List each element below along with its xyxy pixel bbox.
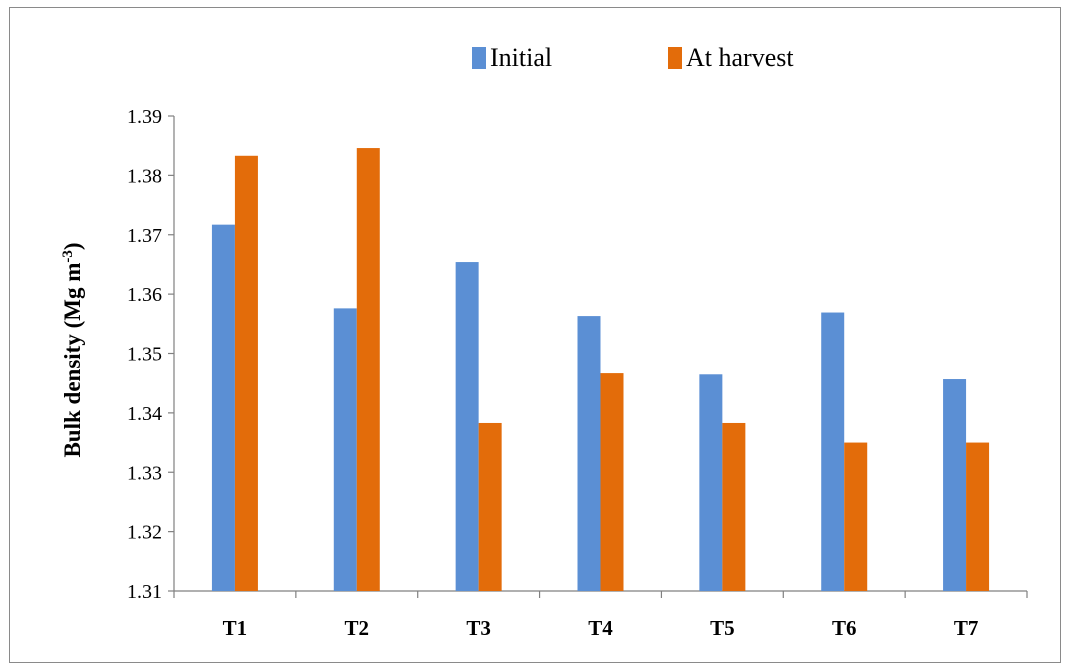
bar-at-harvest-t2	[356, 148, 380, 591]
y-tick-label: 1.39	[127, 106, 162, 128]
chart-frame	[9, 7, 1061, 663]
bar-at-harvest-t5	[722, 422, 746, 591]
legend-swatch-at-harvest	[668, 47, 682, 69]
legend: Initial At harvest	[472, 43, 794, 72]
y-axis-title-main: Bulk density (Mg m	[60, 263, 85, 458]
legend-swatch-initial	[472, 47, 486, 69]
bar-initial-t1	[211, 224, 235, 591]
bar-at-harvest-t1	[234, 155, 258, 591]
y-axis-title-sup: -3	[60, 250, 76, 263]
bar-initial-t3	[455, 262, 479, 591]
bar-initial-t6	[821, 312, 845, 591]
x-tick-label-t6: T6	[832, 616, 857, 640]
y-tick-label: 1.33	[127, 462, 162, 484]
x-tick-label-t2: T2	[345, 616, 370, 640]
bar-initial-t2	[333, 308, 357, 591]
y-tick-label: 1.32	[127, 522, 162, 544]
legend-label-at-harvest: At harvest	[686, 43, 794, 72]
y-tick-label: 1.36	[127, 284, 162, 306]
y-tick-label: 1.38	[127, 165, 162, 187]
y-tick-label: 1.35	[127, 344, 162, 366]
y-tick-label: 1.31	[127, 581, 162, 603]
y-axis-title-close: )	[60, 242, 85, 250]
y-tick-label: 1.34	[127, 403, 162, 425]
x-tick-label-t3: T3	[466, 616, 491, 640]
bar-at-harvest-t4	[600, 373, 624, 591]
bar-initial-t4	[577, 316, 601, 591]
x-tick-label-t5: T5	[710, 616, 735, 640]
bar-at-harvest-t6	[844, 442, 868, 591]
bar-at-harvest-t3	[478, 422, 502, 591]
y-tick-label: 1.37	[127, 225, 162, 247]
x-tick-label-t1: T1	[223, 616, 248, 640]
bar-initial-t7	[943, 379, 967, 591]
y-axis: 1.31 1.32 1.33 1.34 1.35 1.36 1.37 1.38 1.39	[127, 106, 175, 603]
y-axis-title: Bulk density (Mg m-3)	[60, 242, 85, 457]
bars	[211, 148, 990, 591]
x-tick-label-t7: T7	[954, 616, 979, 640]
bar-at-harvest-t7	[966, 442, 990, 591]
x-tick-label-t4: T4	[588, 616, 613, 640]
bar-initial-t5	[699, 374, 723, 591]
x-axis: T1 T2 T3 T4 T5 T6 T7	[173, 590, 1028, 640]
legend-label-initial: Initial	[490, 43, 552, 72]
